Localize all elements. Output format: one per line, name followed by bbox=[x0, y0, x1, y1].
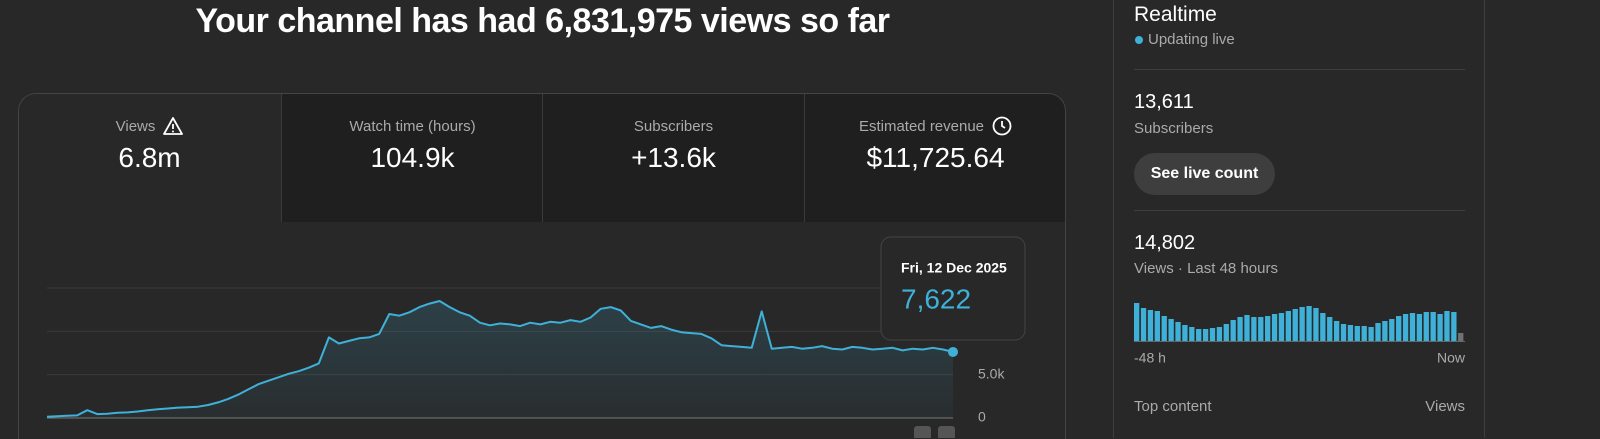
tab-label: Watch time (hours) bbox=[349, 117, 476, 135]
live-dot bbox=[1135, 36, 1143, 44]
tab[interactable]: Watch time (hours) 104.9k bbox=[281, 94, 543, 222]
bar bbox=[1147, 310, 1154, 341]
bar bbox=[1134, 303, 1140, 341]
hover-point bbox=[948, 346, 958, 357]
bar bbox=[1354, 326, 1360, 341]
subscriber-label: Subscribers bbox=[1134, 120, 1214, 137]
views-count: 14,802 bbox=[1134, 232, 1196, 254]
bar bbox=[1361, 326, 1367, 341]
divider bbox=[1134, 69, 1465, 70]
bar bbox=[1251, 317, 1257, 341]
bar bbox=[1299, 307, 1305, 341]
bar bbox=[1340, 324, 1347, 341]
tab-value: 104.9k bbox=[370, 142, 455, 173]
bar bbox=[1168, 319, 1174, 341]
bar bbox=[1444, 311, 1450, 341]
bar bbox=[1175, 322, 1181, 341]
tab[interactable]: Views 6.8m bbox=[19, 94, 280, 222]
bar bbox=[1389, 319, 1395, 341]
bar bbox=[1451, 312, 1457, 341]
realtime-title: Realtime bbox=[1134, 3, 1217, 26]
zoom-button[interactable] bbox=[938, 426, 955, 438]
area-fill bbox=[47, 301, 953, 418]
tab[interactable]: Subscribers +13.6k bbox=[542, 94, 804, 222]
bar bbox=[1258, 317, 1264, 341]
bar bbox=[1196, 329, 1202, 341]
bar bbox=[1423, 312, 1429, 341]
bar bbox=[1375, 323, 1381, 341]
y-tick-label: 0 bbox=[978, 409, 986, 425]
bar bbox=[1402, 314, 1409, 341]
bar bbox=[1347, 325, 1354, 341]
live-count-button[interactable]: See live count bbox=[1134, 153, 1275, 195]
bar bbox=[1327, 317, 1333, 341]
bar bbox=[1292, 309, 1298, 341]
bar bbox=[1409, 313, 1416, 341]
divider bbox=[1134, 210, 1465, 211]
page-title: Your channel has had 6,831,975 views so … bbox=[195, 2, 890, 40]
tab-label: Estimated revenue bbox=[858, 117, 985, 135]
tab-label: Views bbox=[115, 117, 156, 135]
bar bbox=[1458, 333, 1464, 341]
zoom-button[interactable] bbox=[914, 426, 931, 438]
bar bbox=[1182, 325, 1188, 341]
tab-label: Subscribers bbox=[633, 117, 714, 135]
tooltip-value: 7,622 bbox=[901, 283, 971, 314]
tooltip-box bbox=[880, 236, 1026, 341]
bar bbox=[1430, 312, 1436, 341]
subscriber-count: 13,611 bbox=[1134, 91, 1194, 113]
tooltip-date: Fri, 12 Dec 2025 bbox=[901, 260, 1007, 276]
tab-value: 6.8m bbox=[118, 142, 181, 173]
tooltip: Fri, 12 Dec 2025 7,622 bbox=[880, 236, 1026, 341]
realtime-chart: -48 h Now bbox=[1134, 303, 1466, 366]
bar bbox=[1416, 314, 1423, 341]
realtime-panel: Realtime Updating live 13,611 Subscriber… bbox=[1113, 0, 1485, 438]
bar bbox=[1244, 315, 1250, 341]
bar bbox=[1306, 306, 1312, 341]
bar bbox=[1265, 316, 1271, 341]
clock-icon bbox=[992, 116, 1012, 136]
bar bbox=[1202, 329, 1209, 341]
bar bbox=[1437, 314, 1443, 341]
bar bbox=[1368, 327, 1374, 341]
x-label: -48 h bbox=[1134, 350, 1166, 366]
bar bbox=[1237, 317, 1243, 341]
bar bbox=[1161, 316, 1167, 341]
bar bbox=[1189, 327, 1195, 341]
bar bbox=[1313, 308, 1319, 341]
bar bbox=[1271, 314, 1278, 341]
bar bbox=[1396, 316, 1402, 341]
top-content-metric: Views bbox=[1425, 398, 1465, 415]
bar bbox=[1382, 321, 1388, 341]
bar bbox=[1333, 321, 1340, 341]
bar bbox=[1285, 311, 1292, 341]
bar bbox=[1209, 328, 1216, 341]
bar bbox=[1230, 320, 1236, 341]
line bbox=[46, 300, 954, 418]
top-content-label: Top content bbox=[1134, 398, 1212, 415]
warning-icon bbox=[163, 117, 184, 135]
views-chart: 05.0k10.0k15.0k Fri, 12 Dec 2025 7,622 bbox=[46, 236, 1026, 438]
bar bbox=[1278, 313, 1285, 341]
tab-value: $11,725.64 bbox=[866, 142, 1005, 173]
bar bbox=[1320, 313, 1326, 341]
views-label: Views · Last 48 hours bbox=[1134, 260, 1278, 277]
bar bbox=[1140, 308, 1147, 341]
x-label: Now bbox=[1437, 350, 1466, 366]
realtime-status: Updating live bbox=[1148, 31, 1235, 48]
bar bbox=[1154, 311, 1160, 341]
y-tick-label: 5.0k bbox=[978, 365, 1005, 381]
tab[interactable]: Estimated revenue $11,725.64 bbox=[804, 94, 1065, 222]
tab-value: +13.6k bbox=[631, 142, 716, 173]
bar bbox=[1223, 324, 1229, 341]
bar bbox=[1216, 327, 1223, 341]
